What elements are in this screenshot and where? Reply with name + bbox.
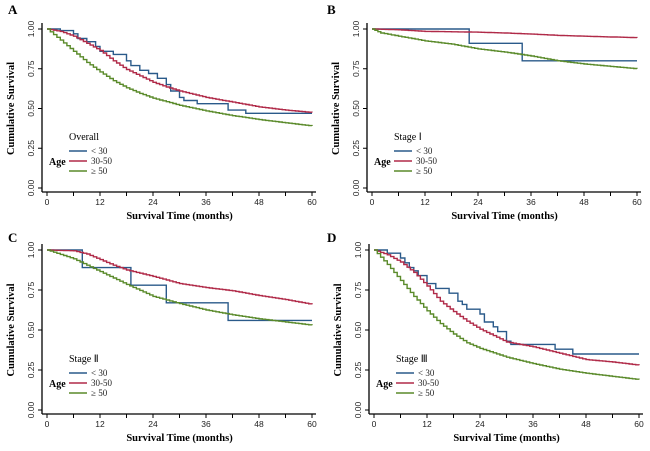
survival-curve-ge50 [47,28,313,127]
y-tick-label: 1.00 [26,241,36,258]
y-tick-label: 0.25 [26,140,36,157]
legend-label: ≥ 50 [418,388,435,398]
legend-label: 30-50 [91,156,112,166]
y-tick-label: 0.75 [353,281,363,298]
x-tick-label: 60 [307,197,317,207]
legend-label: < 30 [416,146,433,156]
legend-subtitle: Stage Ⅲ [396,354,428,365]
legend-title-age: Age [49,379,66,390]
x-tick-label: 0 [45,419,50,429]
survival-curve-30-50 [374,249,640,366]
x-tick-label: 12 [420,197,430,207]
y-axis-title: Cumulative Survival [6,62,17,155]
survival-curve-ge50 [372,28,638,70]
panel-letter: B [327,2,336,17]
y-tick-label: 1.00 [353,241,363,258]
y-tick-label: 0.50 [26,100,36,117]
legend-label: 30-50 [91,378,112,388]
x-tick-label: 24 [475,419,485,429]
survival-curve-lt30 [47,28,312,114]
survival-curve-lt30 [374,249,639,355]
legend-title-age: Age [376,379,393,390]
x-axis-title: Survival Time (months) [453,433,560,444]
x-tick-label: 60 [634,419,644,429]
y-tick-label: 0.25 [351,140,361,157]
legend-label: < 30 [91,146,108,156]
panel-c: C 0.00 0.25 0.50 0.75 1.00 0 12 24 36 48 60 Survival… [6,230,317,444]
legend-subtitle: Stage Ⅰ [394,132,422,143]
legend-label: 30-50 [416,156,437,166]
y-tick-label: 0.25 [353,361,363,378]
x-tick-label: 60 [307,419,317,429]
x-tick-label: 24 [473,197,483,207]
survival-curve-lt30 [372,28,637,62]
y-axis-title: Cumulative Survival [331,62,342,155]
x-tick-label: 12 [422,419,432,429]
y-axis-title: Cumulative Survival [6,283,17,376]
x-tick-label: 36 [201,419,211,429]
legend-label: ≥ 50 [91,166,108,176]
x-tick-label: 48 [579,197,589,207]
y-tick-label: 0.00 [26,179,36,196]
x-tick-label: 48 [581,419,591,429]
legend-label: < 30 [418,368,435,378]
x-axis-title: Survival Time (months) [451,211,558,222]
y-tick-label: 0.00 [26,401,36,418]
survival-curve-30-50 [372,28,638,39]
x-tick-label: 12 [95,419,105,429]
y-tick-label: 0.00 [353,401,363,418]
panel-letter: C [8,230,17,245]
x-tick-label: 36 [526,197,536,207]
survival-curve-ge50 [47,249,313,326]
y-tick-label: 1.00 [351,20,361,37]
x-tick-label: 0 [45,197,50,207]
x-tick-label: 36 [201,197,211,207]
panel-letter: D [327,230,336,245]
y-tick-label: 0.75 [351,60,361,77]
panel-d: D 0.00 0.25 0.50 0.75 1.00 0 12 24 36 48 60 Survival… [327,230,644,444]
x-tick-label: 12 [95,197,105,207]
x-axis-title: Survival Time (months) [126,211,233,222]
x-tick-label: 0 [370,197,375,207]
panel-letter: A [8,2,18,17]
x-tick-label: 0 [372,419,377,429]
legend-title-age: Age [374,157,391,168]
x-tick-label: 48 [254,419,264,429]
y-tick-label: 1.00 [26,20,36,37]
x-tick-label: 24 [148,419,158,429]
x-tick-label: 36 [528,419,538,429]
legend-label: < 30 [91,368,108,378]
y-tick-label: 0.50 [351,100,361,117]
y-tick-label: 0.50 [353,321,363,338]
x-tick-label: 60 [632,197,642,207]
y-tick-label: 0.00 [351,179,361,196]
survival-curve-lt30 [47,249,312,322]
legend-label: 30-50 [418,378,439,388]
legend-label: ≥ 50 [416,166,433,176]
survival-curve-ge50 [374,249,640,380]
y-tick-label: 0.25 [26,361,36,378]
y-tick-label: 0.50 [26,321,36,338]
legend-subtitle: Stage Ⅱ [69,354,99,365]
legend-subtitle: Overall [69,132,99,143]
legend-label: ≥ 50 [91,388,108,398]
y-axis-title: Cumulative Survival [333,283,344,376]
panel-b: B 0.00 0.25 0.50 0.75 1.00 0 12 24 36 48 60 Survival… [327,2,642,222]
x-tick-label: 48 [254,197,264,207]
x-tick-label: 24 [148,197,158,207]
x-axis-title: Survival Time (months) [126,433,233,444]
survival-curve-30-50 [47,249,313,305]
legend-title-age: Age [49,157,66,168]
survival-curve-30-50 [47,28,313,113]
y-tick-label: 0.75 [26,281,36,298]
y-tick-label: 0.75 [26,60,36,77]
panel-a: A 0.00 0.25 0.50 0.75 1.00 0 12 24 36 48 60 Survival… [6,2,317,222]
